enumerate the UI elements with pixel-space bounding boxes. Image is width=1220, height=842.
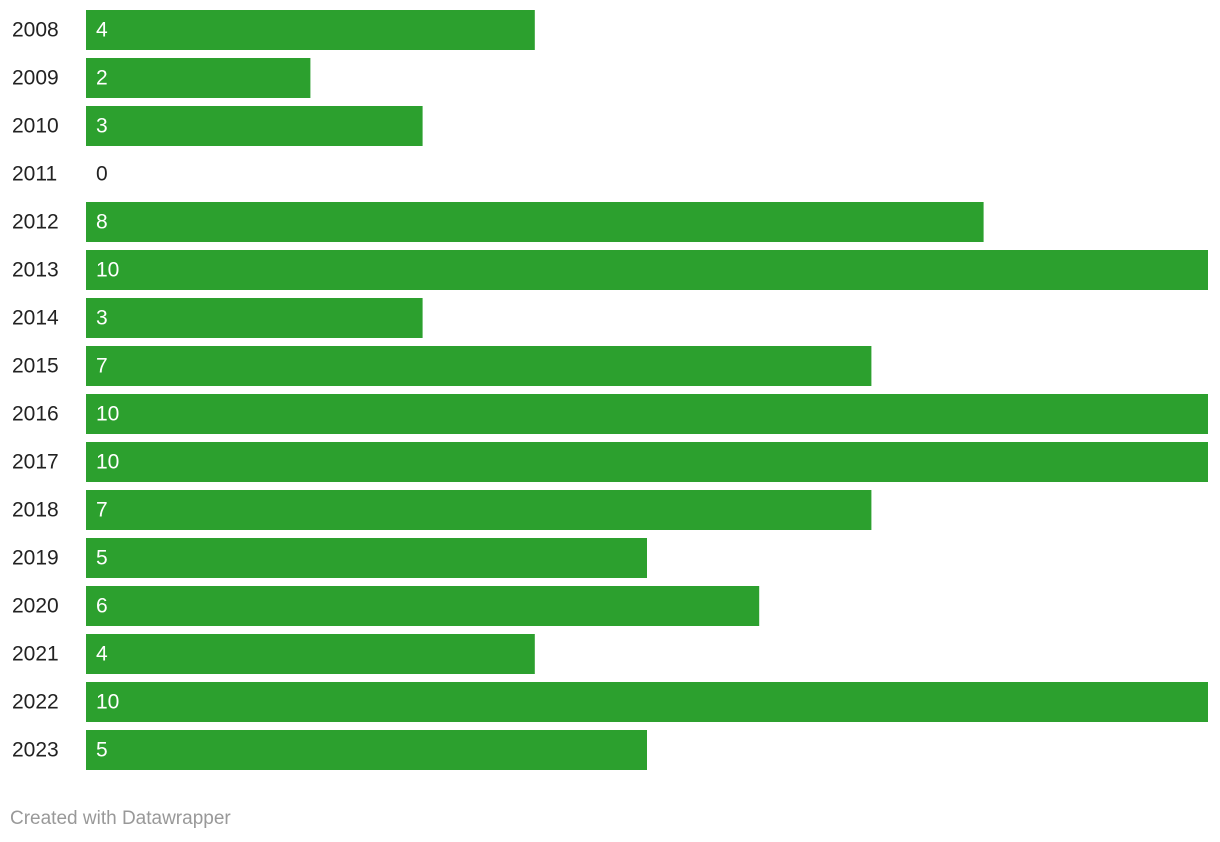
bar [86, 442, 1208, 482]
category-label: 2009 [12, 67, 59, 90]
bar [86, 538, 647, 578]
category-label: 2013 [12, 259, 59, 282]
value-label: 5 [96, 739, 108, 762]
category-label: 2015 [12, 355, 59, 378]
bar [86, 250, 1208, 290]
value-label: 7 [96, 355, 108, 378]
bar [86, 202, 984, 242]
category-label: 2021 [12, 643, 59, 666]
value-label: 2 [96, 67, 108, 90]
credit: Created with Datawrapper [10, 808, 231, 829]
value-label: 5 [96, 547, 108, 570]
bar [86, 298, 423, 338]
bar [86, 346, 872, 386]
value-label: 10 [96, 691, 119, 714]
bar [86, 394, 1208, 434]
category-label: 2018 [12, 499, 59, 522]
bar [86, 682, 1208, 722]
bar [86, 10, 535, 50]
category-label: 2014 [12, 307, 59, 330]
category-label: 2012 [12, 211, 59, 234]
bar [86, 730, 647, 770]
value-label: 8 [96, 211, 108, 234]
category-label: 2016 [12, 403, 59, 426]
bar [86, 58, 311, 98]
value-label: 3 [96, 307, 108, 330]
bar [86, 634, 535, 674]
category-label: 2022 [12, 691, 59, 714]
category-label: 2017 [12, 451, 59, 474]
value-label: 10 [96, 403, 119, 426]
category-label: 2010 [12, 115, 59, 138]
value-label: 6 [96, 595, 108, 618]
category-label: 2020 [12, 595, 59, 618]
value-label: 3 [96, 115, 108, 138]
category-label: 2023 [12, 739, 59, 762]
value-label: 10 [96, 451, 119, 474]
bar [86, 106, 423, 146]
value-label: 0 [96, 163, 108, 186]
bar [86, 490, 872, 530]
value-label: 10 [96, 259, 119, 282]
value-label: 4 [96, 19, 108, 42]
bar [86, 586, 760, 626]
category-label: 2011 [12, 163, 57, 186]
category-label: 2019 [12, 547, 59, 570]
value-label: 4 [96, 643, 108, 666]
category-label: 2008 [12, 19, 59, 42]
value-label: 7 [96, 499, 108, 522]
